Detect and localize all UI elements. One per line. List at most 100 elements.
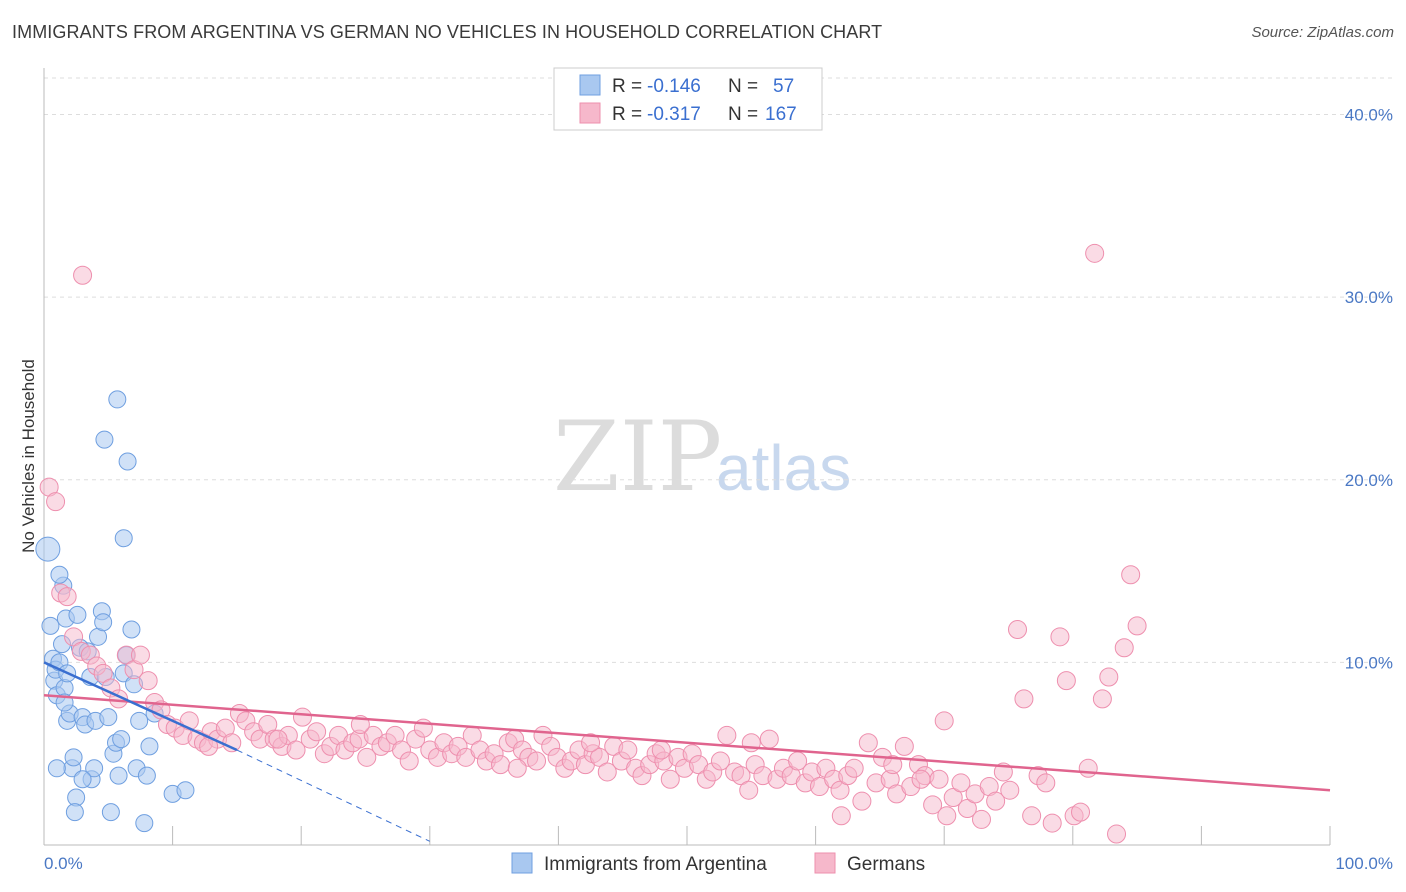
argentina-trend-line (43, 661, 238, 752)
germans-point (64, 627, 84, 647)
argentina-point (137, 766, 156, 785)
germans-point (934, 711, 954, 731)
legend-n-value-1: 57 (773, 76, 794, 97)
germans-point (852, 791, 872, 811)
germans-point (73, 265, 93, 285)
germans-point (943, 788, 963, 808)
germans-point (1107, 824, 1127, 844)
bottom-legend-swatch-pink (814, 852, 836, 874)
argentina-point (41, 616, 60, 635)
germans-point (1022, 806, 1042, 826)
argentina-point (112, 730, 131, 749)
germans-point (581, 733, 601, 753)
series-germans-points (39, 243, 1147, 844)
series-legend: Immigrants from Argentina Germans (511, 852, 925, 875)
germans-point (1114, 638, 1134, 658)
legend-r-label-2: R = (612, 104, 642, 125)
argentina-point (64, 748, 83, 767)
germans-point (1099, 667, 1119, 687)
argentina-point (108, 390, 127, 409)
germans-point (717, 725, 737, 745)
germans-point (739, 780, 759, 800)
stats-legend: R = -0.146 N = 57 R = -0.317 N = 167 (553, 67, 823, 131)
legend-n-value-2: 167 (765, 104, 797, 125)
germans-point (911, 769, 931, 789)
tick-labels: 10.0% 20.0% 30.0% 40.0% 0.0% 100.0% (44, 106, 1393, 873)
argentina-point (47, 759, 66, 778)
germans-point (844, 758, 864, 778)
gridlines (44, 77, 1392, 663)
germans-point (597, 762, 617, 782)
argentina-point (130, 711, 149, 730)
germans-point (1000, 780, 1020, 800)
germans-point (731, 766, 751, 786)
germans-point (951, 773, 971, 793)
y-axis-title: No Vehicles in Household (19, 359, 38, 553)
germans-point (858, 733, 878, 753)
germans-point (830, 780, 850, 800)
legend-n-label-1: N = (728, 76, 758, 97)
germans-point (831, 806, 851, 826)
germans-point (759, 729, 779, 749)
argentina-point (35, 536, 61, 562)
germans-point (1050, 627, 1070, 647)
germans-point (710, 751, 730, 771)
argentina-point (135, 814, 154, 833)
germans-point (883, 755, 903, 775)
argentina-trend-extension (236, 749, 431, 842)
legend-n-label-2: N = (728, 104, 758, 125)
y-tick-label: 40.0% (1345, 106, 1393, 125)
bottom-legend-label-pink: Germans (847, 854, 925, 875)
axes (43, 68, 1331, 846)
germans-point (130, 645, 150, 665)
germans-point (1056, 671, 1076, 691)
germans-point (618, 740, 638, 760)
germans-point (93, 663, 113, 683)
germans-point (491, 755, 511, 775)
germans-point (57, 587, 77, 607)
germans-point (957, 798, 977, 818)
argentina-point (109, 766, 128, 785)
germans-point (660, 769, 680, 789)
germans-point (1008, 620, 1028, 640)
argentina-point (94, 613, 113, 632)
legend-r-value-1: -0.146 (647, 76, 701, 97)
germans-point (1078, 758, 1098, 778)
argentina-point (85, 759, 104, 778)
argentina-point (95, 430, 114, 449)
germans-point (268, 729, 288, 749)
germans-point (1042, 813, 1062, 833)
germans-point (1036, 773, 1056, 793)
germans-point (1127, 616, 1147, 636)
germans-point (1014, 689, 1034, 709)
germans-point (971, 809, 991, 829)
trend-lines (43, 661, 1331, 842)
germans-point (1121, 565, 1141, 585)
germans-point (507, 758, 527, 778)
watermark-zip: ZIP (553, 401, 722, 513)
argentina-point (114, 529, 133, 548)
series-argentina-points (35, 390, 195, 833)
germans-point (527, 751, 547, 771)
chart-title: IMMIGRANTS FROM ARGENTINA VS GERMAN NO V… (12, 22, 883, 42)
germans-point (590, 747, 610, 767)
argentina-point (101, 803, 120, 822)
germans-point (651, 740, 671, 760)
x-tick-label-max: 100.0% (1335, 854, 1393, 873)
germans-point (286, 740, 306, 760)
germans-point (307, 722, 327, 742)
germans-point (399, 751, 419, 771)
source-attribution: Source: ZipAtlas.com (1251, 24, 1394, 41)
germans-point (929, 769, 949, 789)
argentina-point (122, 620, 141, 639)
germans-point (46, 492, 66, 512)
germans-point (937, 806, 957, 826)
legend-swatch-pink (579, 102, 601, 124)
germans-point (292, 707, 312, 727)
argentina-point (140, 737, 159, 756)
germans-point (894, 736, 914, 756)
y-tick-label: 30.0% (1345, 288, 1393, 307)
germans-trend-line (43, 694, 1331, 792)
argentina-point (50, 565, 69, 584)
